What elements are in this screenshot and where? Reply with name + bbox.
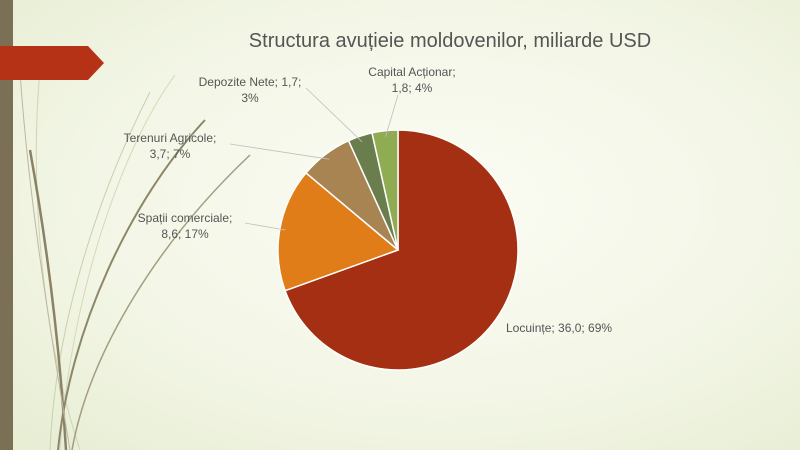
data-labels: Locuințe; 36,0; 69% Spații comerciale; 8,6… xyxy=(124,65,613,335)
data-label-locuinte: Locuințe; 36,0; 69% xyxy=(506,321,612,335)
leader-line-capital-actionar xyxy=(385,94,399,137)
leader-line-spatii-comerciale xyxy=(244,222,286,231)
leader-line-depozite-nete xyxy=(305,87,363,143)
leader-line-terenuri-agricole xyxy=(229,143,330,160)
data-label-line: Depozite Nete; 1,7; xyxy=(199,75,302,89)
data-label-line: 1,8; 4% xyxy=(392,81,433,95)
data-label-line: Locuințe; 36,0; 69% xyxy=(506,321,612,335)
pie-slices xyxy=(277,129,519,371)
data-label-depozite-nete: Depozite Nete; 1,7; 3% xyxy=(199,75,302,105)
data-label-terenuri-agricole: Terenuri Agricole; 3,7; 7% xyxy=(124,131,217,161)
data-label-line: 8,6; 17% xyxy=(161,227,209,241)
pie-slice-locuinte xyxy=(284,129,519,371)
data-label-capital-actionar: Capital Acționar; 1,8; 4% xyxy=(368,65,455,95)
left-accent-bar xyxy=(0,0,13,450)
pie-slice-capital-actionar xyxy=(371,129,399,251)
data-label-line: 3% xyxy=(241,91,259,105)
data-label-spatii-comerciale: Spații comerciale; 8,6; 17% xyxy=(138,211,233,241)
data-label-line: Terenuri Agricole; xyxy=(124,131,217,145)
leader-lines xyxy=(229,87,399,231)
data-label-line: 3,7; 7% xyxy=(150,147,191,161)
data-label-line: Capital Acționar; xyxy=(368,65,455,79)
data-label-line: Spații comerciale; xyxy=(138,211,233,225)
chart-title: Structura avuțieie moldovenilor, miliard… xyxy=(248,30,652,52)
